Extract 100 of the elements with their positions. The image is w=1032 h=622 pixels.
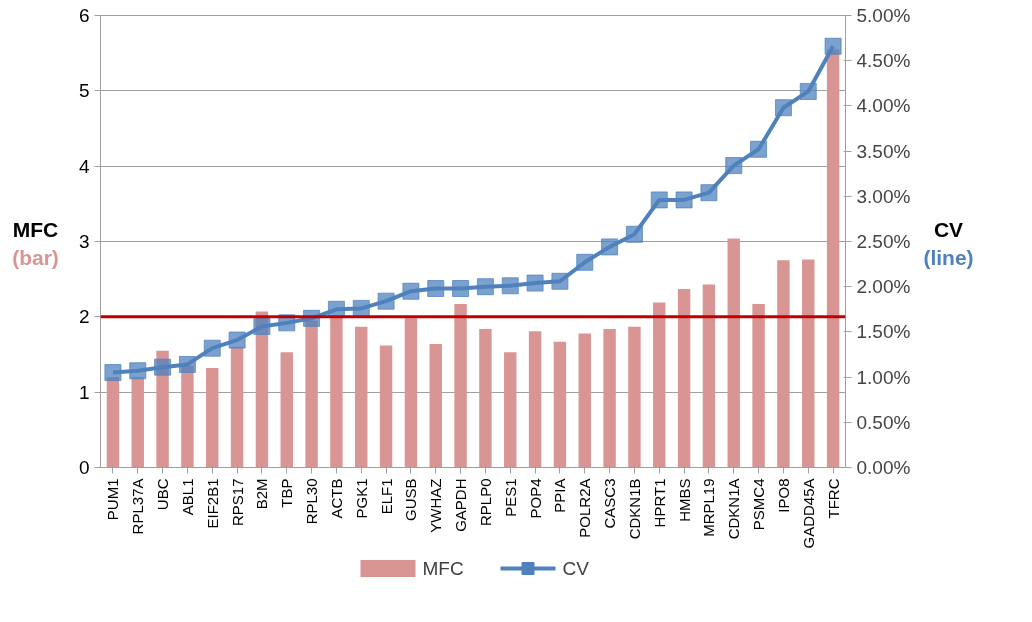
point bbox=[228, 331, 246, 349]
x-tick-label: RPS17 bbox=[228, 478, 246, 527]
y2-tick-label: 3.50% bbox=[856, 140, 911, 162]
bar bbox=[206, 368, 219, 468]
bar bbox=[528, 331, 542, 468]
y2-tick-label: 4.00% bbox=[856, 95, 911, 117]
x-tick-label: GUSB bbox=[402, 478, 420, 522]
x-tick-label: PPIA bbox=[551, 478, 569, 513]
bar bbox=[355, 326, 368, 468]
bar bbox=[553, 341, 567, 468]
point bbox=[675, 191, 693, 209]
point bbox=[576, 253, 594, 271]
point bbox=[476, 278, 494, 296]
point bbox=[203, 339, 221, 357]
x-tick-label: TBP bbox=[278, 478, 296, 508]
point bbox=[129, 362, 147, 380]
x-tick-label: RPL37A bbox=[129, 478, 147, 535]
x-tick-label: YWHAZ bbox=[427, 478, 445, 533]
y-tick-label: 2 bbox=[78, 306, 90, 328]
point bbox=[526, 274, 544, 292]
x-tick-label: HMBS bbox=[675, 478, 693, 522]
x-tick-label: ABL1 bbox=[178, 478, 196, 516]
y2-tick-label: 1.00% bbox=[856, 366, 911, 388]
x-tick-label: HPRT1 bbox=[650, 478, 668, 528]
y-tick-label: 5 bbox=[78, 80, 90, 102]
bar bbox=[727, 238, 740, 468]
bar bbox=[330, 316, 343, 468]
legend-label: CV bbox=[562, 558, 590, 579]
x-tick-label: IPO8 bbox=[774, 478, 792, 513]
x-tick-label: POP4 bbox=[526, 478, 544, 519]
bar bbox=[404, 318, 418, 468]
bar bbox=[429, 343, 442, 468]
x-tick-label: GADD45A bbox=[799, 478, 817, 549]
y2-tick-label: 0.00% bbox=[856, 457, 911, 478]
x-tick-label: B2M bbox=[253, 478, 271, 510]
x-tick-label: ACTB bbox=[327, 478, 345, 519]
y-tick-label: 6 bbox=[78, 5, 90, 26]
bar bbox=[802, 259, 815, 468]
x-tick-label: TFRC bbox=[824, 478, 842, 519]
bar bbox=[752, 304, 765, 468]
y-axis-title: MFC (bar) bbox=[12, 218, 59, 269]
point bbox=[154, 358, 172, 376]
point bbox=[725, 157, 743, 175]
bar bbox=[230, 346, 244, 468]
point bbox=[377, 292, 395, 310]
bar bbox=[479, 328, 492, 468]
legend-label: MFC bbox=[422, 558, 464, 579]
point bbox=[178, 355, 196, 373]
point bbox=[501, 277, 519, 295]
x-tick-label: EIF2B1 bbox=[203, 478, 221, 529]
point bbox=[402, 282, 420, 300]
y2-tick-label: 4.50% bbox=[856, 50, 911, 72]
x-tick-label: CASC3 bbox=[601, 478, 619, 529]
y-tick-label: 0 bbox=[78, 457, 90, 478]
bar bbox=[454, 304, 467, 468]
y2-tick-label: 2.50% bbox=[856, 231, 911, 252]
point bbox=[104, 364, 122, 382]
x-tick-label: CDKN1B bbox=[625, 478, 643, 540]
x-tick-label: UBC bbox=[154, 478, 172, 511]
bar bbox=[504, 352, 517, 468]
bar bbox=[702, 284, 716, 468]
x-tick-label: PGK1 bbox=[352, 478, 370, 519]
point bbox=[427, 280, 445, 298]
point bbox=[253, 317, 271, 335]
y-tick-label: 4 bbox=[78, 155, 90, 177]
y2-tick-label: 1.50% bbox=[856, 321, 911, 343]
x-tick-label: RPL30 bbox=[303, 478, 321, 525]
x-tick-label: ELF1 bbox=[377, 478, 395, 515]
bar bbox=[603, 328, 616, 468]
point bbox=[452, 280, 470, 298]
bar bbox=[379, 345, 393, 468]
x-tick-label: RPLP0 bbox=[476, 478, 494, 527]
point bbox=[750, 140, 768, 158]
point bbox=[650, 191, 668, 209]
point bbox=[551, 272, 569, 290]
y2-tick-label: 5.00% bbox=[856, 5, 911, 26]
y2-axis-title: CV (line) bbox=[923, 218, 974, 269]
bar bbox=[280, 352, 293, 468]
bar bbox=[628, 326, 641, 468]
bar bbox=[653, 302, 666, 468]
bar bbox=[578, 333, 591, 468]
x-tick-label: PES1 bbox=[501, 478, 519, 517]
x-tick-label: PUM1 bbox=[104, 478, 122, 521]
x-tick-label: GAPDH bbox=[452, 478, 470, 532]
point bbox=[700, 184, 718, 202]
point bbox=[774, 99, 792, 117]
x-tick-label: PSMC4 bbox=[750, 478, 768, 531]
point bbox=[601, 238, 619, 256]
x-tick-label: POLR2A bbox=[576, 478, 594, 538]
y-tick-label: 3 bbox=[78, 231, 90, 252]
y2-tick-label: 0.50% bbox=[856, 411, 911, 433]
x-tick-label: CDKN1A bbox=[725, 478, 743, 540]
bar bbox=[677, 288, 691, 468]
point bbox=[625, 225, 643, 243]
bar bbox=[777, 260, 790, 468]
y2-tick-label: 3.00% bbox=[856, 185, 911, 207]
y2-tick-label: 2.00% bbox=[856, 276, 911, 298]
y-tick-label: 1 bbox=[78, 381, 90, 403]
point bbox=[799, 82, 817, 100]
bar bbox=[131, 377, 144, 468]
